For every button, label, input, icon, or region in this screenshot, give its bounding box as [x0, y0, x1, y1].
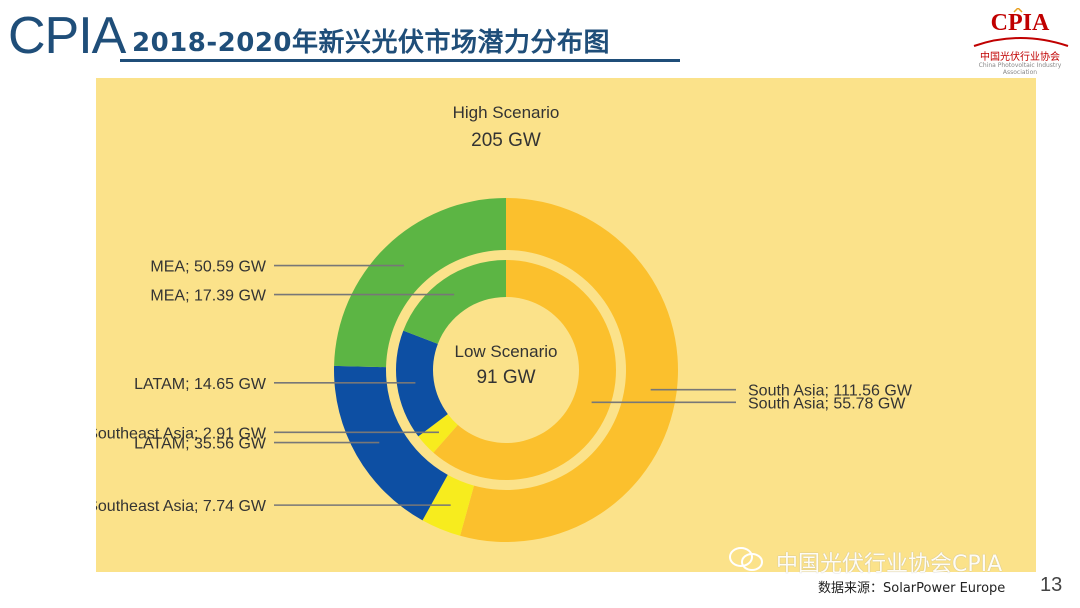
inner-series-total: 91 GW	[476, 367, 535, 388]
chart-leader-lines	[274, 264, 736, 506]
slice-outer-mea	[334, 198, 506, 368]
data-source: 数据来源：SolarPower Europe	[818, 581, 1006, 596]
nested-donut-chart: South Asia; 111.56 GW Southeast Asia; 7.7…	[87, 103, 913, 542]
label-inner-latam: LATAM; 14.65 GW	[134, 376, 267, 393]
title-underline	[120, 59, 680, 62]
logo-arc-icon	[973, 8, 1069, 47]
logo-text: CPIA	[990, 10, 1050, 36]
slice-inner-mea	[403, 260, 506, 344]
outer-series-total: 205 GW	[471, 130, 541, 151]
label-inner-south-asia: South Asia; 55.78 GW	[748, 395, 906, 412]
logo-subtitle: 中国光伏行业协会	[980, 52, 1060, 63]
brand-wordmark: CPIA	[8, 7, 126, 65]
label-inner-mea: MEA; 17.39 GW	[150, 288, 266, 305]
outer-series-name: High Scenario	[453, 103, 560, 122]
slice-inner-latam	[396, 330, 448, 437]
slice-inner-south-asia	[433, 260, 616, 481]
label-inner-southeast-asia: Southeast Asia; 2.91 GW	[96, 425, 267, 442]
slice-outer-south-asia	[460, 198, 678, 542]
inner-series-name: Low Scenario	[454, 342, 557, 361]
label-outer-mea: MEA; 50.59 GW	[150, 259, 266, 276]
label-outer-southeast-asia: Southeast Asia; 7.74 GW	[96, 498, 267, 515]
chart-slices	[334, 198, 678, 542]
logo-subtitle-en: China Photovoltaic Industry Association	[978, 62, 1062, 76]
slice-outer-latam	[334, 365, 448, 521]
chart-panel: South Asia; 111.56 GW Southeast Asia; 7.7…	[87, 78, 1036, 572]
watermark: 中国光伏行业协会CPIA	[776, 552, 1003, 577]
wechat-icon	[729, 547, 763, 571]
label-outer-south-asia: South Asia; 111.56 GW	[748, 383, 913, 400]
cpia-logo: CPIA 中国光伏行业协会 China Photovoltaic Industr…	[968, 8, 1072, 76]
chart-labels: South Asia; 111.56 GW Southeast Asia; 7.7…	[87, 259, 913, 516]
slice-inner-southeast-asia	[418, 414, 458, 453]
label-outer-latam: LATAM; 35.56 GW	[134, 436, 267, 453]
page-title: 2018-2020年新兴光伏市场潜力分布图	[132, 28, 611, 58]
page-number: 13	[1040, 574, 1063, 596]
